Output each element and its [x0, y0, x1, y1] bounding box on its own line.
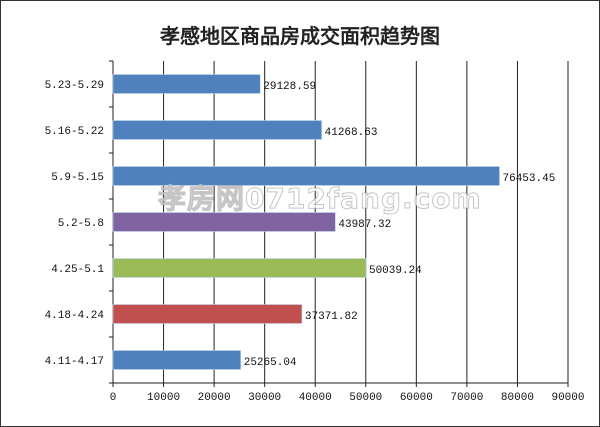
data-label: 50039.24 [369, 265, 422, 277]
bar [112, 212, 336, 232]
y-tick-label: 4.25-5.1 [51, 264, 104, 276]
bar [112, 120, 322, 140]
x-tick-label: 10000 [147, 392, 180, 404]
x-tick-label: 60000 [400, 392, 433, 404]
x-tick-label: 80000 [501, 392, 534, 404]
y-tick-label: 5.2-5.8 [58, 218, 104, 230]
x-tick-label: 90000 [551, 392, 584, 404]
y-tick-label: 5.16-5.22 [45, 126, 104, 138]
data-label: 37371.82 [305, 311, 358, 323]
x-tick-label: 40000 [299, 392, 332, 404]
x-tick-label: 50000 [349, 392, 382, 404]
y-tick-label: 5.9-5.15 [51, 172, 104, 184]
bar [112, 304, 303, 324]
y-tick-label: 5.23-5.29 [45, 80, 104, 92]
x-tick-label: 0 [110, 392, 117, 404]
bar [112, 258, 367, 278]
bar [112, 350, 242, 370]
data-label: 25265.04 [244, 357, 297, 369]
bar [112, 74, 261, 94]
y-tick-label: 4.18-4.24 [45, 310, 105, 322]
watermark: 孝房网0712fang.com [158, 182, 482, 215]
chart-title: 孝感地区商品房成交面积趋势图 [160, 24, 440, 48]
y-tick-label: 4.11-4.17 [45, 356, 104, 368]
x-tick-label: 30000 [248, 392, 281, 404]
data-label: 43987.32 [338, 219, 391, 231]
bar [112, 166, 500, 186]
x-tick-label: 20000 [198, 392, 231, 404]
data-label: 29128.59 [263, 81, 316, 93]
x-tick-label: 70000 [450, 392, 483, 404]
data-label: 76453.45 [503, 173, 556, 185]
data-label: 41268.63 [325, 127, 378, 139]
